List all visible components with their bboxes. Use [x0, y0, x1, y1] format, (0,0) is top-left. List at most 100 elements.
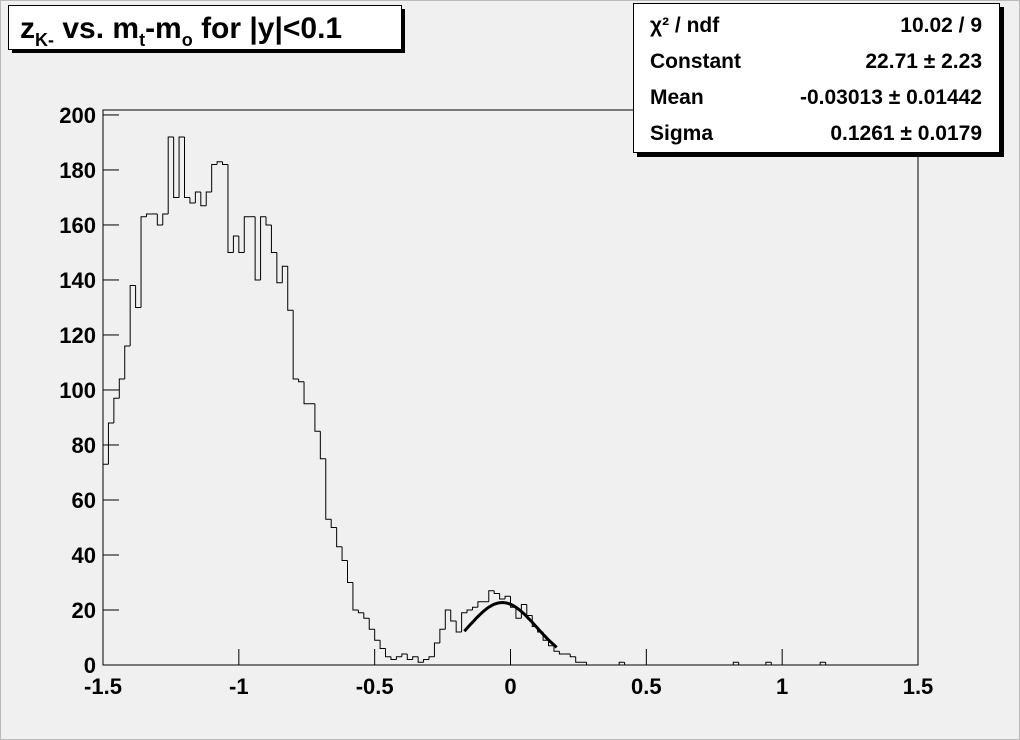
- histogram-bin: [216, 161, 223, 165]
- histogram-bin: [222, 161, 228, 165]
- title-subscript: K-: [35, 30, 54, 50]
- title-text: for |y|<0.1: [193, 12, 342, 45]
- histogram-bin: [227, 164, 234, 253]
- x-tick-label: -0.5: [356, 674, 394, 699]
- histogram-bin: [173, 136, 180, 198]
- y-tick-label: 40: [72, 543, 96, 568]
- stats-name: χ² / ndf: [650, 14, 720, 37]
- histogram-bin: [412, 656, 419, 660]
- histogram-bin: [145, 213, 152, 217]
- histogram-bin: [178, 136, 185, 198]
- y-tick-label: 100: [59, 378, 96, 403]
- histogram-bin: [113, 397, 120, 423]
- y-tick-label: 160: [59, 213, 96, 238]
- histogram-bin: [444, 609, 451, 630]
- histogram-bin: [347, 560, 353, 583]
- stats-name: Sigma: [650, 122, 713, 145]
- x-tick-label: 0: [504, 674, 516, 699]
- histogram-bin: [107, 422, 114, 465]
- histogram-bin: [624, 662, 631, 666]
- histogram-bin: [471, 606, 478, 610]
- histogram-bin: [303, 381, 310, 405]
- fit-curve: [463, 600, 558, 649]
- histogram-bin: [336, 527, 343, 548]
- histogram-bin: [553, 645, 560, 652]
- histogram-bin: [732, 661, 739, 665]
- histogram-bin: [428, 656, 435, 660]
- title-subscript: t: [139, 30, 145, 50]
- histogram-bin: [124, 345, 131, 379]
- histogram-bin: [401, 653, 408, 657]
- histogram-bin: [515, 607, 522, 619]
- title-box: [8, 5, 402, 50]
- histogram-bin: [363, 612, 370, 619]
- histogram-bin: [439, 628, 446, 643]
- histogram-bin: [276, 252, 283, 284]
- x-tick-label: 0.5: [631, 674, 662, 699]
- histogram-bin: [189, 197, 196, 204]
- histogram-bin: [477, 601, 484, 608]
- histogram-bin: [205, 191, 212, 206]
- histogram-bin: [433, 642, 440, 657]
- histogram-bin: [466, 609, 473, 613]
- frame: [102, 109, 919, 666]
- histogram-bin: [548, 640, 554, 647]
- histogram-bin: [825, 662, 832, 666]
- histogram-bin: [558, 651, 565, 655]
- histogram-bin: [140, 216, 147, 308]
- histogram-bin: [341, 546, 348, 561]
- histogram-bin: [200, 191, 207, 207]
- histogram-bin: [135, 285, 142, 308]
- histogram-bin: [488, 590, 495, 602]
- histogram-bin: [450, 609, 457, 622]
- histogram-bin: [499, 593, 506, 600]
- histogram-bin: [102, 463, 109, 665]
- histogram-bin: [167, 136, 174, 214]
- x-tick-label: -1.5: [84, 674, 122, 699]
- chart-title: zK- vs. mt-mo for |y|<0.1: [20, 12, 342, 50]
- histogram-bin: [129, 284, 136, 346]
- y-tick-label: 180: [59, 158, 96, 183]
- title-text: -m: [145, 12, 182, 45]
- stats-value: 22.71 ± 2.23: [865, 50, 982, 73]
- histogram-bin: [265, 216, 272, 226]
- histogram-bin: [232, 235, 239, 253]
- y-tick-label: 60: [72, 488, 96, 513]
- y-tick-label: 20: [72, 598, 96, 623]
- stats-value: -0.03013 ± 0.01442: [800, 86, 982, 109]
- histogram-bin: [423, 659, 429, 663]
- histogram-bin: [586, 662, 592, 666]
- histogram-bin: [819, 661, 826, 665]
- histogram-bin: [520, 603, 527, 619]
- histogram-bin: [368, 618, 375, 630]
- histogram-bin: [395, 656, 402, 660]
- histogram-bin: [390, 656, 397, 660]
- histogram-bin: [569, 653, 576, 658]
- histogram-bin: [379, 640, 386, 649]
- stats-value: 10.02 / 9: [900, 14, 982, 37]
- stats-name: Mean: [650, 86, 704, 109]
- histogram-bin: [319, 431, 326, 460]
- histogram-bin: [493, 590, 500, 594]
- histogram-bin: [260, 216, 266, 280]
- histogram-bin: [738, 662, 745, 666]
- histogram-bin: [504, 595, 511, 599]
- x-tick-label: 1.5: [903, 674, 934, 699]
- histogram-bin: [575, 656, 582, 663]
- title-text: vs. m: [54, 12, 139, 45]
- y-tick-label: 0: [84, 653, 96, 678]
- histogram-bin: [330, 519, 337, 528]
- histogram-bin: [406, 653, 413, 660]
- histogram-bin: [270, 224, 277, 253]
- histogram-bin: [385, 648, 391, 658]
- histogram-bin: [298, 378, 305, 383]
- histogram-bin: [184, 136, 190, 198]
- histogram-bin: [287, 266, 294, 311]
- histogram-bin: [765, 661, 772, 665]
- histogram-bin: [211, 163, 218, 192]
- title-text: z: [20, 12, 35, 45]
- histogram-bin: [770, 662, 777, 666]
- histogram-bin: [357, 609, 364, 614]
- stats-box: [633, 3, 1000, 153]
- histogram-bin: [417, 656, 424, 663]
